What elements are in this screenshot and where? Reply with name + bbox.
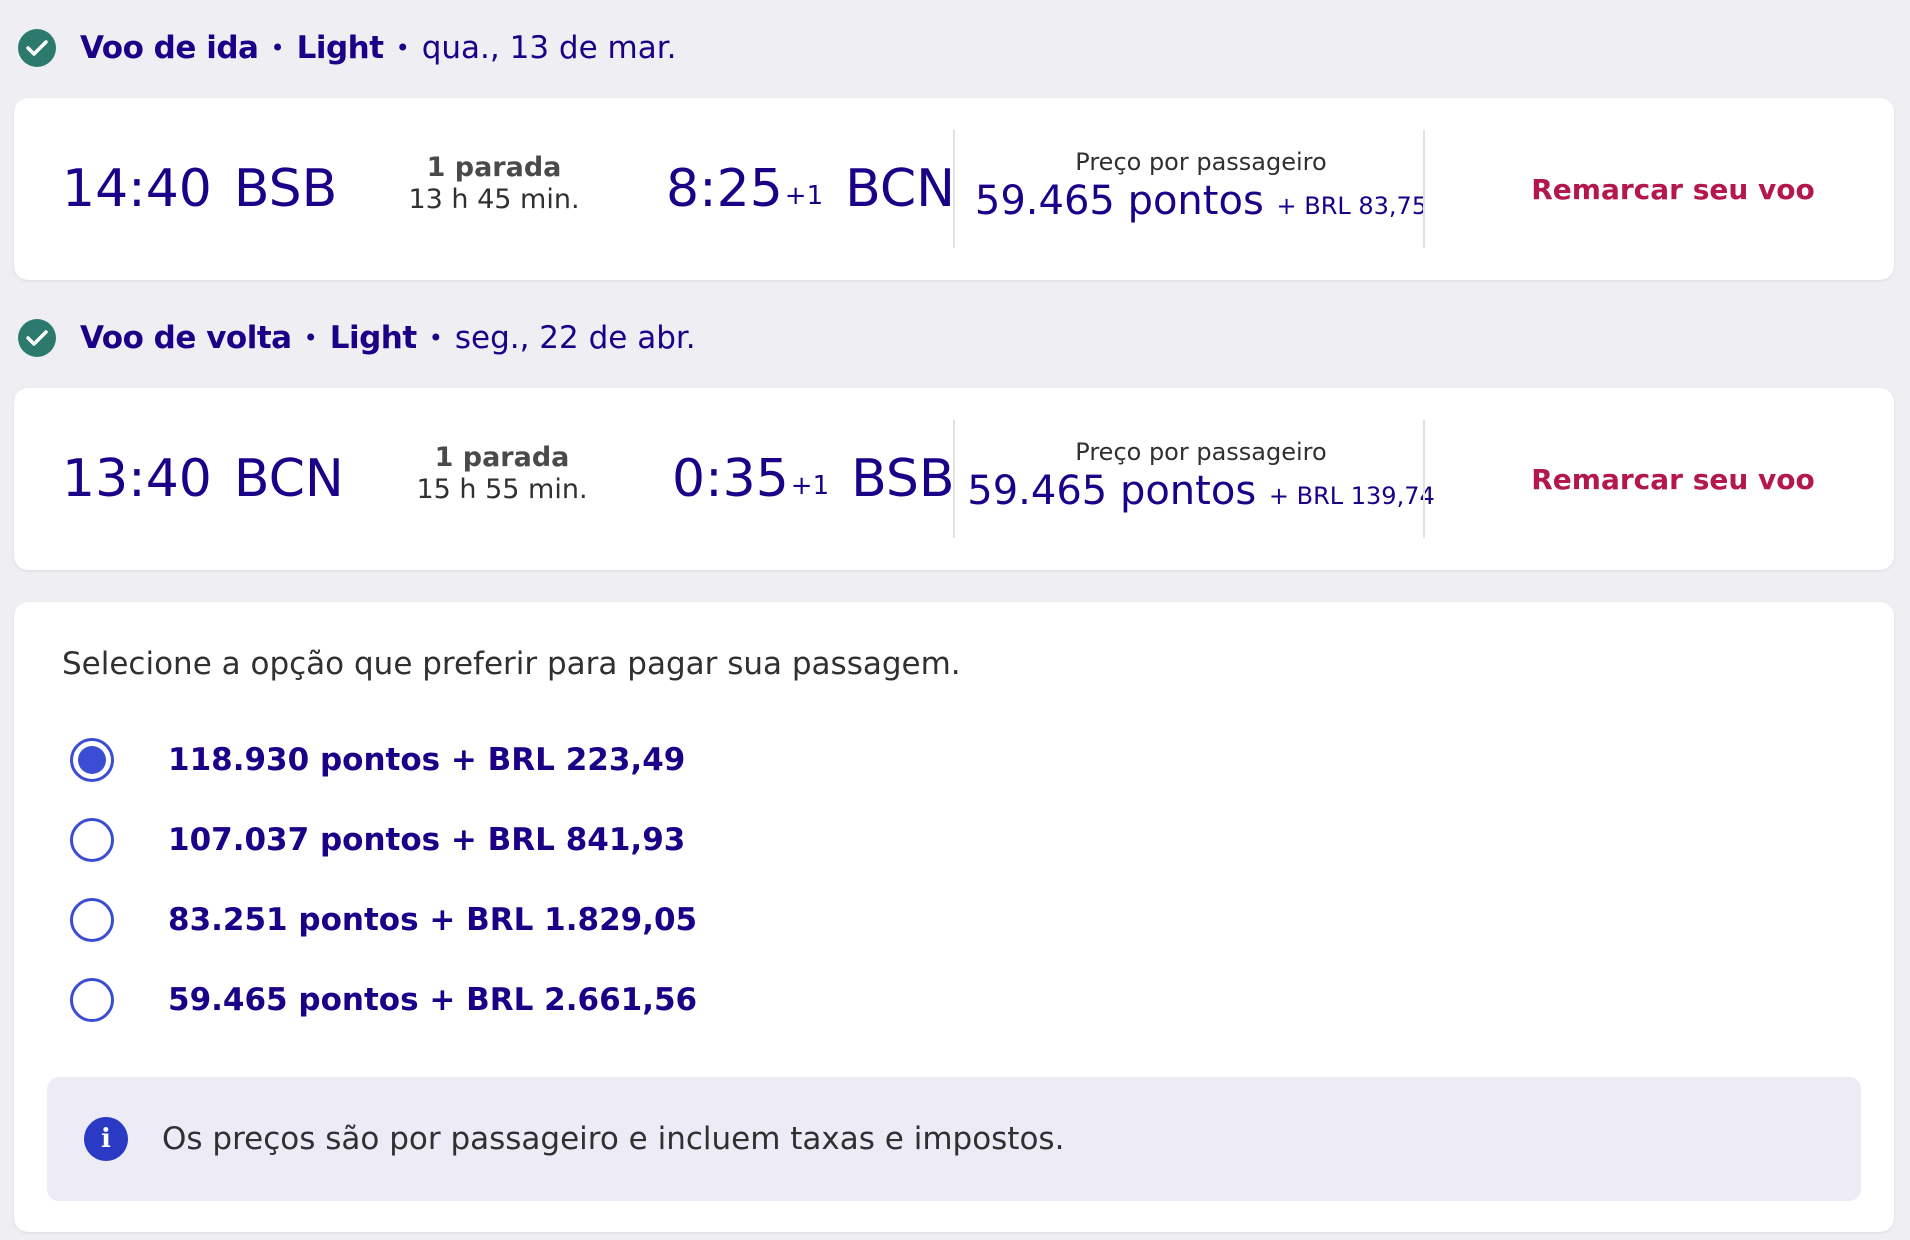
price-value: 59.465 pontos + BRL 139,74 xyxy=(966,466,1436,521)
outbound-date: qua., 13 de mar. xyxy=(421,30,677,66)
price-label: Preço por passageiro xyxy=(1075,438,1327,466)
radio-button-selected[interactable] xyxy=(70,738,114,782)
info-icon: i xyxy=(84,1117,128,1161)
divider xyxy=(1423,420,1425,538)
arrival-code: BSB xyxy=(851,449,955,509)
arrival-time: 0:35 xyxy=(672,449,789,509)
return-header: Voo de volta • Light • seg., 22 de abr. xyxy=(18,308,696,368)
price-value: 59.465 pontos + BRL 83,75 xyxy=(966,176,1436,231)
outbound-title: Voo de ida xyxy=(80,30,259,66)
return-rebook-button[interactable]: Remarcar seu voo xyxy=(1531,462,1815,496)
payment-option-1[interactable]: 118.930 pontos + BRL 223,49 xyxy=(70,730,685,790)
outbound-stops: 1 parada 13 h 45 min. xyxy=(384,152,604,216)
separator-dot: • xyxy=(270,34,285,62)
arrival-day-offset: +1 xyxy=(784,181,824,211)
outbound-fare: Light xyxy=(296,30,384,66)
flight-duration: 13 h 45 min. xyxy=(408,184,580,215)
payment-option-label: 59.465 pontos + BRL 2.661,56 xyxy=(168,982,698,1018)
arrival-code: BCN xyxy=(845,159,956,219)
separator-dot: • xyxy=(303,324,318,352)
flight-duration: 15 h 55 min. xyxy=(416,474,588,505)
info-banner: i Os preços são por passageiro e incluem… xyxy=(47,1077,1861,1201)
price-extra: + BRL 83,75 xyxy=(1276,192,1428,220)
return-date: seg., 22 de abr. xyxy=(454,320,696,356)
payment-option-3[interactable]: 83.251 pontos + BRL 1.829,05 xyxy=(70,890,697,950)
payment-option-label: 83.251 pontos + BRL 1.829,05 xyxy=(168,902,698,938)
radio-dot xyxy=(78,746,106,774)
outbound-departure: 14:40 BSB xyxy=(62,98,337,280)
arrival-day-offset: +1 xyxy=(790,471,830,501)
payment-options-card: Selecione a opção que preferir para paga… xyxy=(14,602,1894,1232)
check-circle-icon xyxy=(18,319,56,357)
outbound-rebook-button[interactable]: Remarcar seu voo xyxy=(1531,172,1815,206)
price-label: Preço por passageiro xyxy=(1075,148,1327,176)
radio-button[interactable] xyxy=(70,898,114,942)
return-flight-card: 13:40 BCN 1 parada 15 h 55 min. 0:35 +1 … xyxy=(14,388,1894,570)
payment-option-label: 107.037 pontos + BRL 841,93 xyxy=(168,822,686,858)
price-points: 59.465 pontos xyxy=(974,178,1264,224)
outbound-header: Voo de ida • Light • qua., 13 de mar. xyxy=(18,18,676,78)
payment-option-label: 118.930 pontos + BRL 223,49 xyxy=(168,742,686,778)
divider xyxy=(1423,130,1425,248)
separator-dot: • xyxy=(428,324,443,352)
check-circle-icon xyxy=(18,29,56,67)
departure-time: 13:40 xyxy=(62,449,212,509)
price-points: 59.465 pontos xyxy=(967,468,1257,514)
return-fare: Light xyxy=(329,320,417,356)
stops-count: 1 parada xyxy=(434,442,570,473)
departure-code: BCN xyxy=(233,449,344,509)
divider xyxy=(953,420,955,538)
departure-code: BSB xyxy=(233,159,338,219)
outbound-price: Preço por passageiro 59.465 pontos + BRL… xyxy=(966,148,1436,231)
arrival-time: 8:25 xyxy=(666,159,783,219)
stops-count: 1 parada xyxy=(426,152,562,183)
outbound-arrival: 8:25 +1 BCN xyxy=(666,98,955,280)
payment-option-4[interactable]: 59.465 pontos + BRL 2.661,56 xyxy=(70,970,697,1030)
payment-title: Selecione a opção que preferir para paga… xyxy=(62,646,961,682)
price-extra: + BRL 139,74 xyxy=(1268,482,1435,510)
return-price: Preço por passageiro 59.465 pontos + BRL… xyxy=(966,438,1436,521)
return-departure: 13:40 BCN xyxy=(62,388,344,570)
return-arrival: 0:35 +1 BSB xyxy=(672,388,955,570)
info-text: Os preços são por passageiro e incluem t… xyxy=(162,1121,1065,1157)
return-title: Voo de volta xyxy=(80,320,292,356)
outbound-flight-card: 14:40 BSB 1 parada 13 h 45 min. 8:25 +1 … xyxy=(14,98,1894,280)
return-stops: 1 parada 15 h 55 min. xyxy=(392,442,612,506)
separator-dot: • xyxy=(395,34,410,62)
departure-time: 14:40 xyxy=(62,159,212,219)
payment-option-2[interactable]: 107.037 pontos + BRL 841,93 xyxy=(70,810,685,870)
divider xyxy=(953,130,955,248)
radio-button[interactable] xyxy=(70,978,114,1022)
radio-button[interactable] xyxy=(70,818,114,862)
